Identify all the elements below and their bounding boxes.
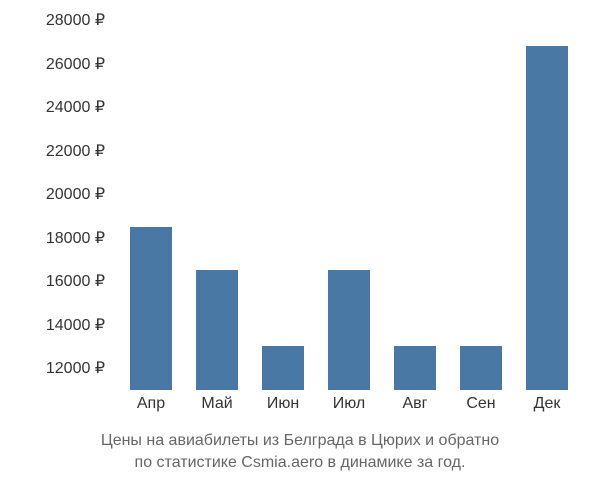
- x-tick-label: Сен: [466, 395, 495, 413]
- bar: [460, 346, 502, 390]
- y-tick-label: 22000 ₽: [46, 141, 105, 161]
- bar: [394, 346, 436, 390]
- x-tick-label: Дек: [534, 395, 561, 413]
- y-tick-label: 18000 ₽: [46, 228, 105, 248]
- caption-line-2: по статистике Csmia.aero в динамике за г…: [135, 454, 466, 471]
- chart-caption: Цены на авиабилеты из Белграда в Цюрих и…: [0, 430, 600, 473]
- caption-line-1: Цены на авиабилеты из Белграда в Цюрих и…: [101, 432, 499, 449]
- bar: [196, 270, 238, 390]
- y-tick-label: 26000 ₽: [46, 54, 105, 74]
- bar: [328, 270, 370, 390]
- bar: [130, 227, 172, 390]
- x-tick-label: Авг: [402, 395, 427, 413]
- bar: [526, 46, 568, 390]
- y-tick-label: 16000 ₽: [46, 271, 105, 291]
- price-chart: Цены на авиабилеты из Белграда в Цюрих и…: [0, 0, 600, 500]
- x-tick-label: Апр: [137, 395, 165, 413]
- y-tick-label: 24000 ₽: [46, 97, 105, 117]
- y-tick-label: 28000 ₽: [46, 10, 105, 30]
- y-tick-label: 12000 ₽: [46, 358, 105, 378]
- y-tick-label: 14000 ₽: [46, 315, 105, 335]
- x-tick-label: Июл: [333, 395, 365, 413]
- plot-area: [110, 20, 580, 390]
- bar: [262, 346, 304, 390]
- x-tick-label: Июн: [267, 395, 299, 413]
- y-tick-label: 20000 ₽: [46, 184, 105, 204]
- x-tick-label: Май: [201, 395, 232, 413]
